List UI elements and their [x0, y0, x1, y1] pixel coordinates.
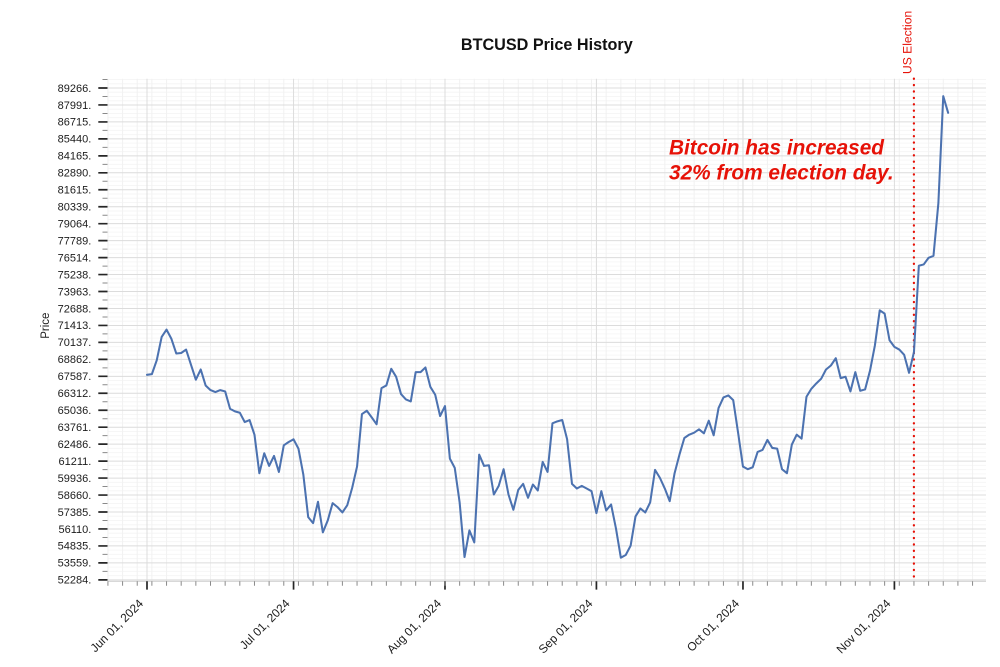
svg-text:63761.: 63761. [58, 422, 92, 434]
svg-text:53559.: 53559. [58, 558, 92, 570]
svg-text:Price: Price [40, 313, 52, 339]
svg-text:59936.: 59936. [58, 473, 92, 485]
svg-text:79064.: 79064. [58, 218, 92, 230]
svg-text:67587.: 67587. [58, 371, 92, 383]
svg-text:65036.: 65036. [58, 405, 92, 417]
svg-text:BTCUSD Price History: BTCUSD Price History [461, 36, 633, 54]
svg-text:54835.: 54835. [58, 541, 92, 553]
svg-text:82890.: 82890. [58, 168, 92, 180]
svg-text:73963.: 73963. [58, 286, 92, 298]
svg-text:62486.: 62486. [58, 439, 92, 451]
svg-text:71413.: 71413. [58, 320, 92, 332]
svg-text:61211.: 61211. [58, 456, 91, 468]
svg-text:US Election: US Election [900, 11, 914, 74]
svg-text:76514.: 76514. [58, 252, 92, 264]
svg-text:87991.: 87991. [58, 100, 92, 112]
svg-text:32% from election day.: 32% from election day. [669, 162, 894, 185]
svg-text:Bitcoin has increased: Bitcoin has increased [669, 137, 885, 160]
svg-text:86715.: 86715. [58, 117, 92, 129]
svg-text:72688.: 72688. [58, 303, 92, 315]
svg-text:70137.: 70137. [58, 337, 92, 349]
svg-text:68862.: 68862. [58, 354, 92, 366]
svg-text:57385.: 57385. [58, 507, 92, 519]
svg-text:56110.: 56110. [58, 524, 91, 536]
svg-text:52284.: 52284. [58, 575, 92, 587]
svg-text:89266.: 89266. [58, 83, 92, 95]
svg-text:66312.: 66312. [58, 388, 92, 400]
svg-text:77789.: 77789. [58, 235, 92, 247]
svg-text:80339.: 80339. [58, 202, 92, 214]
svg-text:58660.: 58660. [58, 490, 92, 502]
svg-text:85440.: 85440. [58, 134, 92, 146]
svg-text:75238.: 75238. [58, 269, 92, 281]
svg-text:81615.: 81615. [58, 185, 92, 197]
svg-text:84165.: 84165. [58, 151, 92, 163]
